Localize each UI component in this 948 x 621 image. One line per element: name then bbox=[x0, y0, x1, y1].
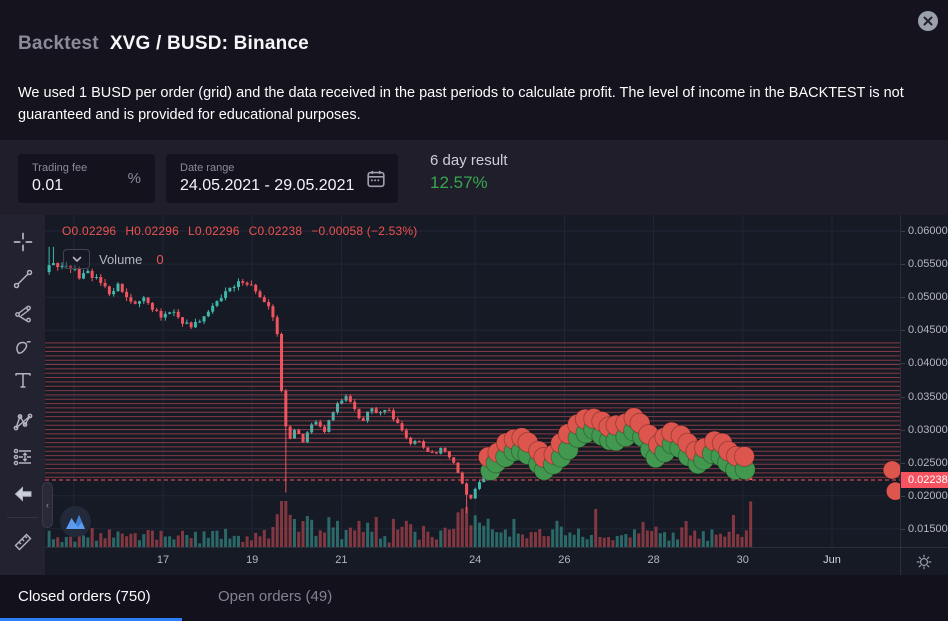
price-tick-label: 0.02000 bbox=[908, 489, 948, 502]
price-tick-dash bbox=[901, 528, 905, 530]
price-tick-label: 0.05000 bbox=[908, 291, 948, 304]
mountain-chart-icon bbox=[66, 514, 85, 529]
backtest-description: We used 1 BUSD per order (grid) and the … bbox=[18, 85, 904, 123]
price-tick-dash bbox=[901, 462, 905, 464]
active-tab-underline bbox=[0, 618, 182, 621]
crosshair-tool[interactable] bbox=[10, 229, 36, 255]
toolbar-divider bbox=[7, 517, 38, 518]
time-tick-label: 26 bbox=[558, 554, 571, 566]
time-tick-label: 17 bbox=[156, 554, 170, 566]
price-tick-dash bbox=[901, 330, 905, 332]
time-tick-label: 21 bbox=[335, 554, 348, 566]
price-tick-label: 0.03500 bbox=[908, 390, 948, 403]
price-tick-label: 0.02500 bbox=[908, 456, 948, 469]
forecast-icon bbox=[13, 448, 31, 466]
text-icon bbox=[15, 373, 31, 388]
price-tick-dash bbox=[901, 495, 905, 497]
volume-label: Volume bbox=[99, 251, 143, 267]
tab-closed-orders[interactable]: Closed orders (750) bbox=[18, 588, 151, 605]
brush-icon bbox=[16, 340, 32, 354]
price-axis[interactable]: 0.06000 0.05500 0.05000 0.04500 0.04000 0.035… bbox=[900, 215, 948, 575]
price-tick-label: 0.01500 bbox=[908, 522, 948, 535]
current-price-badge: 0.02238 bbox=[901, 472, 948, 489]
volume-legend: Volume 0 bbox=[63, 249, 164, 269]
ohlc-high: H0.02296 bbox=[125, 224, 179, 238]
modal-title-prefix: Backtest bbox=[18, 33, 99, 54]
crosshair-icon bbox=[13, 232, 33, 252]
price-tick-dash bbox=[901, 429, 905, 431]
backtest-result: 6 day result 12.57% bbox=[430, 152, 508, 193]
trend-line-icon bbox=[13, 269, 33, 289]
text-tool[interactable] bbox=[10, 367, 36, 393]
time-tick-label: Jun bbox=[823, 554, 841, 566]
hide-drawings-button[interactable] bbox=[10, 481, 36, 507]
result-label: 6 day result bbox=[430, 152, 508, 169]
date-range-label: Date range bbox=[180, 162, 235, 174]
tab-open-orders[interactable]: Open orders (49) bbox=[218, 588, 333, 605]
orders-tabs-bar: Closed orders (750) Open orders (49) bbox=[0, 575, 948, 621]
volume-value: 0 bbox=[156, 251, 164, 267]
price-tick-label: 0.05500 bbox=[908, 258, 948, 271]
date-range-value[interactable]: 24.05.2021 - 29.05.2021 bbox=[180, 177, 355, 194]
gann-fib-icon bbox=[15, 305, 31, 323]
chart-region: O0.02296 H0.02296 L0.02296 C0.02238 −0.00058… bbox=[0, 215, 948, 585]
ohlc-change: −0.00058 (−2.53%) bbox=[311, 224, 418, 238]
gear-sun-icon bbox=[916, 554, 932, 570]
price-tick-label: 0.03000 bbox=[908, 423, 948, 436]
forecast-tool[interactable] bbox=[10, 444, 36, 470]
price-tick-dash bbox=[901, 264, 905, 266]
time-tick-label: 24 bbox=[469, 554, 482, 566]
ohlc-low: L0.02296 bbox=[187, 224, 240, 238]
controls-bar: Trading fee 0.01 % Date range 24.05.2021… bbox=[0, 140, 948, 215]
modal-title: Backtest XVG / BUSD: Binance bbox=[18, 33, 309, 55]
arrow-left-icon bbox=[14, 486, 32, 502]
price-tick-dash bbox=[901, 231, 905, 232]
xabcd-pattern-tool[interactable] bbox=[10, 409, 36, 435]
price-tick-label: 0.04500 bbox=[908, 324, 948, 337]
toolbar-collapse-handle[interactable]: ‹ bbox=[42, 482, 53, 528]
calendar-icon[interactable] bbox=[365, 168, 387, 195]
result-value: 12.57% bbox=[430, 173, 488, 192]
price-tick-dash bbox=[901, 396, 905, 398]
measure-tool[interactable] bbox=[10, 529, 36, 555]
ohlc-open: O0.02296 bbox=[62, 224, 117, 238]
ohlc-close: C0.02238 bbox=[248, 224, 303, 238]
ruler-icon bbox=[14, 533, 32, 551]
chevron-down-icon bbox=[72, 256, 81, 262]
drawing-toolbar bbox=[0, 215, 45, 585]
trading-fee-unit: % bbox=[127, 170, 141, 187]
close-button[interactable] bbox=[918, 11, 938, 31]
trading-fee-field[interactable]: Trading fee 0.01 % bbox=[18, 154, 155, 203]
price-tick-label: 0.06000 bbox=[908, 225, 948, 237]
price-tick-label: 0.04000 bbox=[908, 357, 948, 370]
time-tick-label: 30 bbox=[736, 554, 749, 566]
gann-fib-tool[interactable] bbox=[10, 301, 36, 327]
price-tick-dash bbox=[901, 363, 905, 365]
chart-canvas[interactable] bbox=[45, 215, 900, 575]
axis-settings-button[interactable] bbox=[912, 552, 936, 572]
trend-line-tool[interactable] bbox=[10, 266, 36, 292]
trading-fee-value[interactable]: 0.01 bbox=[32, 177, 64, 194]
chart-watermark-logo bbox=[60, 506, 91, 537]
volume-collapse-button[interactable] bbox=[63, 249, 90, 269]
time-tick-label: 28 bbox=[647, 554, 660, 566]
close-icon bbox=[923, 16, 933, 26]
xabcd-icon bbox=[13, 413, 33, 431]
date-range-field[interactable]: Date range 24.05.2021 - 29.05.2021 bbox=[166, 154, 398, 203]
time-axis-divider bbox=[45, 547, 948, 548]
price-tick-dash bbox=[901, 297, 905, 299]
ohlc-legend: O0.02296 H0.02296 L0.02296 C0.02238 −0.00058… bbox=[62, 224, 426, 238]
trading-fee-label: Trading fee bbox=[32, 162, 88, 174]
time-tick-label: 19 bbox=[246, 554, 259, 566]
pair-exchange-title: XVG / BUSD: Binance bbox=[109, 33, 309, 54]
brush-tool[interactable] bbox=[10, 334, 36, 360]
